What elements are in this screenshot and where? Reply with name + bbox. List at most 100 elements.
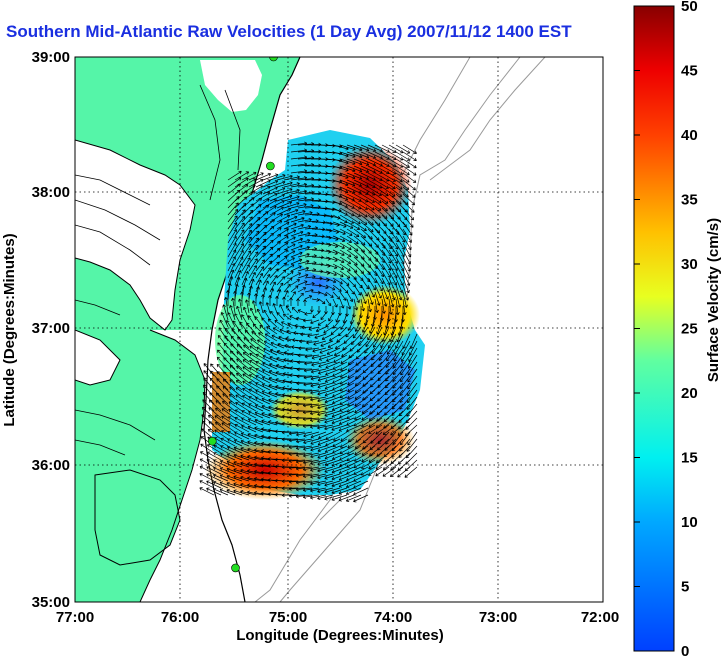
- velocity-arrow: [331, 487, 348, 495]
- velocity-arrow: [276, 282, 284, 293]
- velocity-arrow: [290, 196, 307, 202]
- velocity-arrow: [241, 203, 254, 216]
- velocity-arrow: [234, 431, 250, 440]
- velocity-arrow: [297, 287, 307, 293]
- velocity-arrow: [310, 375, 327, 381]
- velocity-arrow: [269, 362, 285, 370]
- velocity-arrow: [311, 361, 327, 367]
- velocity-arrow: [234, 263, 243, 279]
- velocity-arrow: [215, 407, 229, 419]
- velocity-arrow: [394, 340, 404, 356]
- velocity-arrow: [254, 411, 271, 419]
- velocity-arrow: [381, 326, 390, 342]
- velocity-arrow: [283, 250, 296, 258]
- velocity-arrow: [269, 355, 285, 363]
- velocity-arrow: [262, 226, 275, 237]
- velocity-arrow: [374, 291, 381, 306]
- colorbar-tick-label: 0: [681, 643, 689, 659]
- velocity-arrow: [243, 344, 257, 356]
- velocity-arrow: [332, 165, 349, 172]
- velocity-arrow: [276, 187, 293, 195]
- velocity-arrow: [281, 430, 299, 435]
- velocity-arrow: [272, 303, 278, 314]
- velocity-arrow: [310, 487, 327, 493]
- velocity-arrow: [367, 326, 376, 341]
- colorbar-tick-label: 15: [681, 450, 698, 467]
- velocity-arrow: [317, 466, 334, 473]
- velocity-arrow: [395, 235, 405, 250]
- velocity-arrow: [317, 375, 334, 382]
- velocity-arrow: [324, 480, 341, 487]
- velocity-arrow: [340, 361, 355, 371]
- velocity-arrow: [339, 403, 355, 412]
- velocity-arrow: [346, 172, 363, 180]
- velocity-arrow: [395, 158, 410, 168]
- velocity-arrow: [328, 312, 334, 322]
- velocity-arrow: [324, 375, 341, 383]
- velocity-arrow: [203, 363, 215, 377]
- velocity-arrow: [346, 445, 362, 455]
- velocity-arrow: [270, 341, 285, 349]
- velocity-arrow: [346, 291, 354, 302]
- velocity-arrow: [317, 305, 321, 314]
- velocity-arrow: [276, 201, 293, 209]
- velocity-arrow: [368, 466, 383, 476]
- velocity-arrow: [276, 194, 293, 202]
- velocity-arrow: [255, 224, 268, 237]
- velocity-arrow: [267, 318, 278, 328]
- velocity-arrow: [395, 263, 405, 279]
- velocity-arrow: [381, 277, 390, 293]
- velocity-arrow: [339, 214, 355, 224]
- velocity-arrow: [199, 458, 215, 468]
- velocity-arrow: [269, 275, 278, 286]
- velocity-arrow: [345, 494, 362, 502]
- velocity-arrow: [283, 313, 292, 321]
- velocity-arrow: [332, 382, 348, 391]
- velocity-arrow: [236, 344, 250, 356]
- velocity-arrow: [247, 425, 264, 433]
- velocity-arrow: [236, 365, 250, 377]
- velocity-arrow: [199, 487, 215, 496]
- velocity-arrow: [235, 380, 250, 391]
- velocity-arrow: [247, 292, 251, 307]
- velocity-arrow: [346, 417, 362, 426]
- velocity-arrow: [244, 299, 250, 314]
- velocity-arrow: [325, 263, 338, 269]
- velocity-arrow: [302, 410, 320, 415]
- velocity-arrow: [402, 179, 416, 191]
- velocity-arrow: [248, 315, 257, 328]
- velocity-arrow: [222, 378, 236, 391]
- velocity-arrow: [222, 386, 236, 398]
- velocity-arrow: [324, 466, 341, 473]
- velocity-arrow: [304, 288, 314, 293]
- velocity-arrow: [317, 452, 334, 459]
- velocity-arrow: [227, 256, 236, 272]
- velocity-arrow: [339, 382, 355, 392]
- velocity-arrow: [332, 256, 345, 264]
- velocity-arrow: [353, 480, 369, 489]
- velocity-arrow: [360, 179, 376, 188]
- velocity-arrow: [288, 438, 306, 443]
- velocity-arrow: [227, 229, 237, 244]
- velocity-arrow: [340, 354, 355, 364]
- velocity-arrow: [325, 277, 337, 284]
- velocity-arrow: [288, 486, 306, 491]
- velocity-arrow: [241, 243, 252, 258]
- velocity-arrow: [209, 385, 222, 398]
- velocity-arrow: [317, 417, 334, 423]
- velocity-arrow: [207, 429, 222, 440]
- velocity-arrow: [282, 296, 286, 307]
- velocity-arrow: [206, 480, 222, 489]
- velocity-arrow: [381, 256, 392, 271]
- velocity-arrow: [219, 459, 236, 468]
- velocity-arrow: [269, 206, 284, 216]
- velocity-arrow: [388, 326, 397, 343]
- velocity-arrow: [395, 172, 410, 183]
- velocity-arrow: [234, 423, 250, 433]
- velocity-arrow: [325, 284, 336, 291]
- velocity-arrow: [309, 417, 327, 422]
- velocity-arrow: [269, 261, 280, 272]
- velocity-arrow: [402, 151, 417, 161]
- velocity-arrow: [227, 312, 236, 328]
